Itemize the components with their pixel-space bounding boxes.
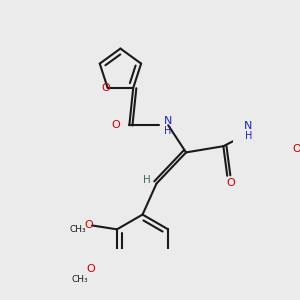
Text: H: H: [143, 175, 151, 184]
Text: N: N: [164, 116, 172, 126]
Text: O: O: [102, 83, 110, 93]
Text: H: H: [244, 131, 252, 141]
Text: H: H: [164, 126, 171, 136]
Text: O: O: [226, 178, 235, 188]
Text: O: O: [86, 264, 95, 274]
Text: N: N: [244, 121, 252, 131]
Text: O: O: [292, 144, 300, 154]
Text: CH₃: CH₃: [70, 225, 86, 234]
Text: O: O: [111, 120, 120, 130]
Text: O: O: [85, 220, 93, 230]
Text: CH₃: CH₃: [71, 275, 88, 284]
